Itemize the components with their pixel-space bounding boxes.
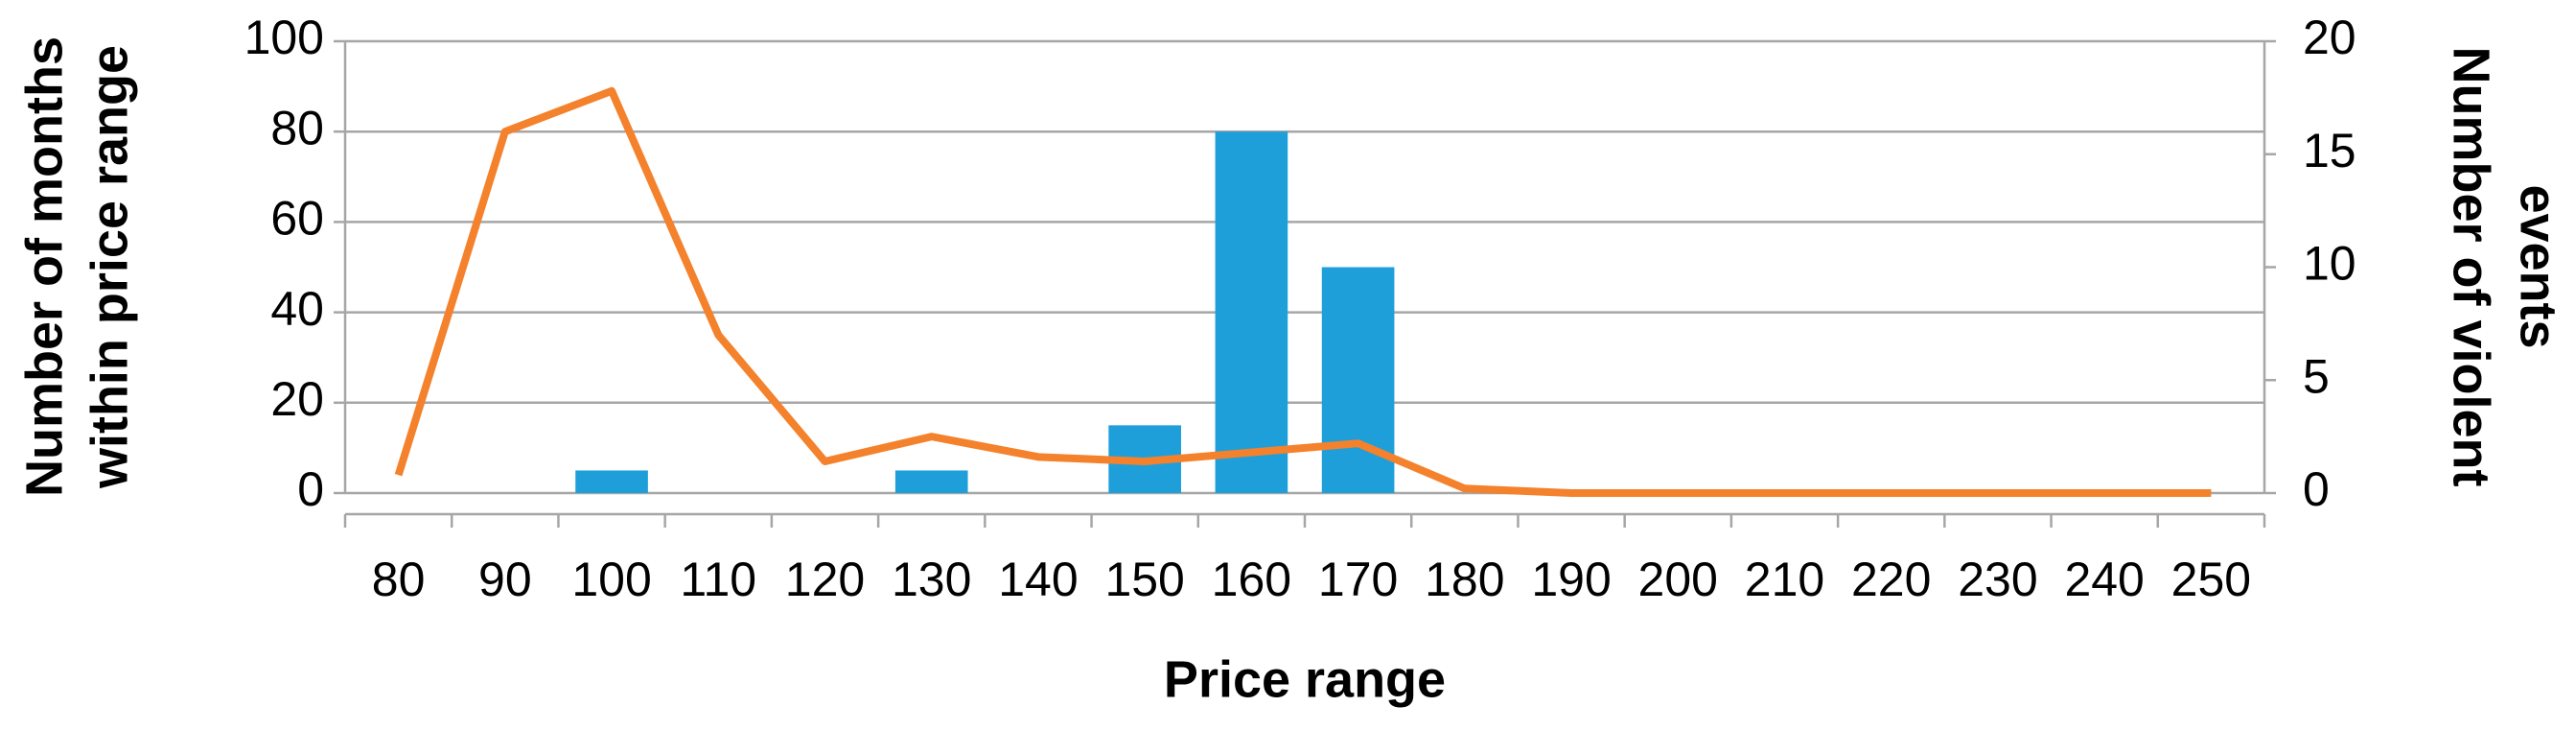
- x-tick-label: 90: [478, 553, 532, 606]
- x-tick-label: 120: [785, 553, 865, 606]
- bar: [894, 470, 968, 493]
- y-axis-title: within price range: [81, 45, 138, 489]
- x-tick-label: 130: [892, 553, 971, 606]
- y2-tick-label: 10: [2303, 237, 2356, 291]
- line: [394, 86, 2212, 497]
- bar: [575, 470, 648, 493]
- y2-tick-label: 0: [2303, 462, 2330, 516]
- y-tick-label: 20: [270, 372, 324, 426]
- y2-tick-label: 20: [2303, 11, 2356, 64]
- bar: [1215, 131, 1288, 493]
- y2-axis-title: events: [2510, 184, 2567, 348]
- x-tick-label: 100: [571, 553, 651, 606]
- x-tick-label: 200: [1638, 553, 1718, 606]
- y-tick-label: 100: [244, 11, 324, 64]
- y-tick-label: 0: [297, 462, 324, 516]
- x-tick-label: 190: [1531, 553, 1611, 606]
- x-tick-label: 110: [680, 553, 756, 606]
- x-tick-label: 220: [1851, 553, 1931, 606]
- x-tick-label: 240: [2064, 553, 2144, 606]
- x-tick-label: 230: [1958, 553, 2037, 606]
- y2-axis-title: Number of violent: [2443, 46, 2500, 486]
- y2-tick-label: 15: [2303, 124, 2356, 177]
- y2-tick-label: 5: [2303, 349, 2330, 403]
- x-tick-label: 250: [2171, 553, 2251, 606]
- y-tick-label: 80: [270, 101, 324, 154]
- y-axis-title: Number of months: [15, 36, 73, 497]
- x-tick-label: 180: [1425, 553, 1504, 606]
- y-tick-label: 40: [270, 282, 324, 336]
- x-tick-label: 150: [1104, 553, 1184, 606]
- y-tick-label: 60: [270, 192, 324, 246]
- x-tick-label: 210: [1745, 553, 1824, 606]
- bar: [1321, 267, 1395, 493]
- x-tick-label: 80: [372, 553, 426, 606]
- x-tick-label: 140: [998, 553, 1078, 606]
- x-axis-title: Price range: [1164, 650, 1446, 708]
- x-tick-label: 160: [1212, 553, 1291, 606]
- x-tick-label: 170: [1318, 553, 1398, 606]
